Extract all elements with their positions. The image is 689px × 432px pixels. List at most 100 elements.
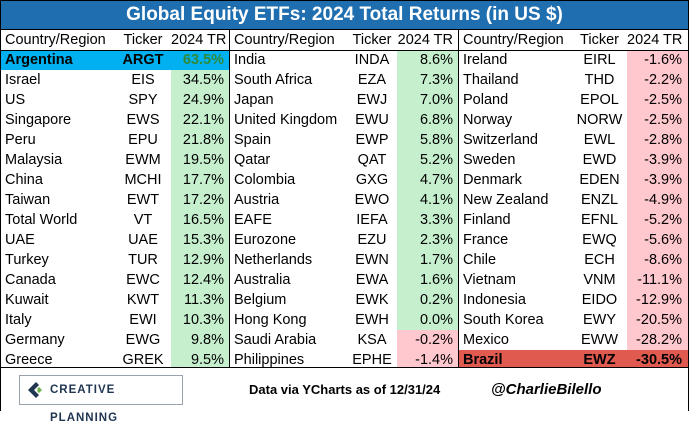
country-cell: Israel: [5, 72, 41, 88]
return-cell: -0.2%: [397, 330, 459, 350]
return-cell: 0.0%: [397, 310, 459, 330]
column-header-ret: 2024 TR: [627, 32, 683, 48]
return-cell: 2.3%: [397, 230, 459, 250]
country-cell: Taiwan: [5, 192, 51, 208]
country-cell: Germany: [5, 332, 65, 348]
author-handle: @CharlieBilello: [491, 381, 602, 398]
return-cell: -5.6%: [627, 230, 688, 250]
country-cell: China: [5, 172, 43, 188]
return-cell: -8.6%: [627, 250, 688, 270]
country-cell: Chile: [463, 252, 497, 268]
country-cell: South Africa: [234, 72, 313, 88]
country-cell: Italy: [5, 312, 32, 328]
ticker-cell: EPOL: [580, 92, 619, 108]
ticker-cell: EWH: [355, 312, 389, 328]
return-cell: -30.5%: [627, 350, 688, 370]
return-cell: -11.1%: [627, 270, 688, 290]
country-cell: Qatar: [234, 152, 271, 168]
country-cell: Poland: [463, 92, 509, 108]
return-cell: -1.4%: [397, 350, 459, 370]
ticker-cell: VT: [133, 212, 153, 228]
ticker-cell: GREK: [122, 352, 164, 368]
ticker-cell: EWQ: [582, 232, 617, 248]
return-cell: -3.9%: [627, 150, 688, 170]
return-cell: -5.2%: [627, 210, 688, 230]
logo-text: CREATIVE PLANNING: [50, 384, 119, 424]
ticker-cell: EWI: [129, 312, 157, 328]
header-divider: [1, 50, 688, 51]
creative-planning-logo-icon: [28, 382, 42, 398]
ticker-cell: UAE: [128, 232, 158, 248]
country-cell: Peru: [5, 132, 36, 148]
country-cell: Denmark: [463, 172, 522, 188]
ticker-cell: EWY: [582, 312, 617, 328]
ticker-cell: EWL: [583, 132, 616, 148]
return-cell: 24.9%: [171, 90, 230, 110]
return-cell: 1.6%: [397, 270, 459, 290]
column-header-country: Country/Region: [234, 32, 335, 48]
return-cell: 19.5%: [171, 150, 230, 170]
column-header-ret: 2024 TR: [397, 32, 453, 48]
column-header-country: Country/Region: [463, 32, 564, 48]
ticker-cell: EWJ: [356, 92, 388, 108]
return-cell: -2.8%: [627, 130, 688, 150]
country-cell: South Korea: [463, 312, 544, 328]
country-cell: Finland: [463, 212, 511, 228]
return-cell: 34.5%: [171, 70, 230, 90]
country-cell: Switzerland: [463, 132, 538, 148]
ticker-cell: TUR: [128, 252, 158, 268]
ticker-cell: EWG: [125, 332, 161, 348]
country-cell: Australia: [234, 272, 291, 288]
returns-table: Country/Region Ticker 2024 TR Argentina ARGT…: [1, 30, 688, 370]
country-cell: United Kingdom: [234, 112, 338, 128]
return-cell: -28.2%: [627, 330, 688, 350]
ticker-cell: QAT: [357, 152, 387, 168]
ticker-cell: EDEN: [579, 172, 620, 188]
return-cell: -3.9%: [627, 170, 688, 190]
panel-divider: [458, 30, 459, 367]
return-cell: 1.7%: [397, 250, 459, 270]
country-cell: Argentina: [1, 50, 115, 70]
country-cell: France: [463, 232, 509, 248]
return-cell: 10.3%: [171, 310, 230, 330]
ticker-cell: EPU: [128, 132, 158, 148]
return-cell: 17.7%: [171, 170, 230, 190]
return-cell: 6.8%: [397, 110, 459, 130]
return-cell: 15.3%: [171, 230, 230, 250]
country-cell: Singapore: [5, 112, 72, 128]
return-cell: -2.5%: [627, 110, 688, 130]
return-cell: 3.3%: [397, 210, 459, 230]
column-header-ticker: Ticker: [352, 32, 392, 48]
ticker-cell: THD: [584, 72, 615, 88]
country-cell: Mexico: [463, 332, 509, 348]
country-cell: Brazil: [459, 350, 572, 370]
ticker-cell: EIDO: [581, 292, 618, 308]
creative-planning-logo: CREATIVE PLANNING: [19, 375, 183, 424]
ticker-cell: EWA: [355, 272, 389, 288]
country-cell: EAFE: [234, 212, 272, 228]
ticker-cell: GXG: [355, 172, 389, 188]
ticker-cell: EWS: [126, 112, 160, 128]
country-cell: Ireland: [463, 52, 508, 68]
country-cell: Belgium: [234, 292, 287, 308]
ticker-cell: EWC: [126, 272, 160, 288]
return-cell: 22.1%: [171, 110, 230, 130]
country-cell: Indonesia: [463, 292, 526, 308]
country-cell: Hong Kong: [234, 312, 307, 328]
ticker-cell: MCHI: [124, 172, 162, 188]
country-cell: Netherlands: [234, 252, 313, 268]
country-cell: Philippines: [234, 352, 305, 368]
country-cell: Total World: [5, 212, 78, 228]
source-note: Data via YCharts as of 12/31/24: [249, 382, 441, 397]
return-cell: 7.3%: [397, 70, 459, 90]
ticker-cell: EWT: [126, 192, 160, 208]
return-cell: 5.8%: [397, 130, 459, 150]
country-cell: Eurozone: [234, 232, 297, 248]
ticker-cell: EWM: [125, 152, 161, 168]
ticker-cell: EFNL: [580, 212, 619, 228]
ticker-cell: EWD: [582, 152, 617, 168]
country-cell: Colombia: [234, 172, 296, 188]
country-cell: New Zealand: [463, 192, 549, 208]
column-header-country: Country/Region: [5, 32, 106, 48]
